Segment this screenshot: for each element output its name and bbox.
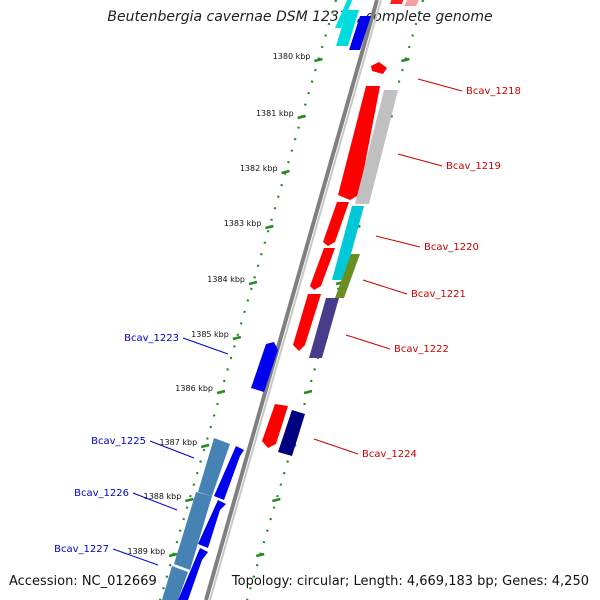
tick-label: 1386 kbp: [175, 384, 213, 393]
tick-group: 1380 kbp 1381 kbp 1382 kbp 1383 kbp 1384 kbp…: [127, 52, 410, 558]
leader-line: [362, 279, 408, 295]
gene-label-bcav-1223[interactable]: Bcav_1223: [124, 333, 229, 355]
tick-mark-right: [401, 57, 410, 63]
tick-mark-left: [232, 335, 242, 341]
tick-label: 1388 kbp: [144, 492, 182, 501]
gene-partial-cyan-2: [336, 10, 359, 46]
tick-mark-right: [272, 497, 281, 503]
gene-bcav-1227-blue: [178, 548, 208, 600]
tick-mark-left: [297, 114, 306, 120]
leader-line: [417, 78, 463, 92]
gene-feature-gray: [355, 90, 398, 204]
tick-mark-left: [314, 57, 323, 63]
gene-label-text[interactable]: Bcav_1226: [74, 488, 129, 499]
gene-bcav-1220-shape: [323, 202, 349, 246]
gene-label-text[interactable]: Bcav_1222: [394, 344, 449, 355]
tick-label: 1387 kbp: [159, 438, 197, 447]
leader-line: [397, 153, 443, 167]
tick-label: 1389 kbp: [127, 547, 165, 556]
leader-line: [375, 235, 421, 248]
gene-partial-cyan: [335, 0, 353, 28]
leader-line: [112, 548, 159, 566]
tick-mark-left: [216, 389, 226, 395]
leader-line: [132, 492, 178, 511]
tick-mark-right: [303, 389, 313, 395]
gene-bcav-1219-shape: [338, 86, 380, 200]
tick-mark-left: [248, 280, 258, 286]
ruler-dots-left: [158, 0, 338, 600]
tick-mark-left: [265, 224, 274, 230]
tick-mark-left: [168, 552, 178, 558]
gene-label-text[interactable]: Bcav_1225: [91, 436, 146, 447]
tick-label: 1383 kbp: [224, 219, 262, 228]
gene-bcav-1226-blue: [198, 500, 226, 548]
gene-partial-pink-top: [404, 0, 419, 6]
gene-label-text[interactable]: Bcav_1220: [424, 242, 479, 253]
gene-feature-olive: [335, 254, 360, 298]
accession-text: Accession: NC_012669: [9, 574, 157, 589]
gene-label-bcav-1218[interactable]: Bcav_1218: [417, 78, 521, 97]
genome-backbone-shadow: [209, 0, 382, 600]
gene-label-text[interactable]: Bcav_1227: [54, 544, 109, 555]
leader-line: [313, 438, 359, 455]
gene-label-bcav-1226[interactable]: Bcav_1226: [74, 488, 178, 511]
gene-bcav-1226-shape: [174, 492, 212, 570]
leader-line: [345, 334, 391, 350]
tick-label: 1381 kbp: [256, 109, 294, 118]
map-title: Beutenbergia cavernae DSM 12333, complet…: [107, 9, 493, 25]
gene-bcav-1225-blue: [214, 446, 244, 500]
leader-line: [182, 337, 229, 355]
gene-label-bcav-1227[interactable]: Bcav_1227: [54, 544, 159, 566]
tick-1388: 1388 kbp: [144, 492, 281, 503]
gene-label-bcav-1221[interactable]: Bcav_1221: [362, 279, 466, 300]
tick-label: 1380 kbp: [273, 52, 311, 61]
gene-label-text[interactable]: Bcav_1219: [446, 161, 501, 172]
leader-line: [149, 440, 195, 459]
tick-label: 1382 kbp: [240, 164, 278, 173]
gene-bcav-1224-shape: [262, 404, 288, 448]
gene-partial-blue: [349, 16, 371, 50]
gene-bcav-1225-shape: [198, 438, 230, 496]
gene-bcav-1222-shape: [293, 294, 321, 351]
tick-label: 1385 kbp: [191, 330, 229, 339]
gene-feature-slate: [309, 298, 339, 358]
gene-feature-cyan: [332, 206, 364, 280]
gene-label-bcav-1222[interactable]: Bcav_1222: [345, 334, 449, 355]
gene-feature-navy: [278, 410, 305, 456]
tick-mark-right: [255, 552, 265, 558]
tick-mark-left: [200, 443, 210, 449]
tick-mark-left: [281, 169, 290, 175]
tick-label: 1384 kbp: [207, 275, 245, 284]
tick-mark-left: [185, 497, 194, 503]
tick-1380: 1380 kbp: [273, 52, 410, 63]
genome-backbone: [204, 0, 379, 600]
gene-label-bcav-1219[interactable]: Bcav_1219: [397, 153, 501, 172]
gene-bcav-1218-shape: [371, 62, 387, 74]
topology-summary: Topology: circular; Length: 4,669,183 bp…: [231, 574, 589, 589]
gene-partial-red-top: [390, 0, 404, 4]
gene-label-text[interactable]: Bcav_1218: [466, 86, 521, 97]
gene-label-text[interactable]: Bcav_1221: [411, 289, 466, 300]
tick-1386: 1386 kbp: [175, 384, 313, 395]
gene-label-group: Bcav_1218 Bcav_1219 Bcav_1220 Bcav_1221 Bcav…: [54, 78, 521, 566]
tick-1389: 1389 kbp: [127, 547, 265, 558]
gene-label-bcav-1225[interactable]: Bcav_1225: [91, 436, 195, 459]
gene-bcav-1227-shape: [162, 566, 188, 600]
gene-bcav-1223-shape: [251, 342, 278, 392]
gene-label-text[interactable]: Bcav_1223: [124, 333, 179, 344]
gene-bcav-1221-shape: [310, 248, 335, 290]
gene-label-text[interactable]: Bcav_1224: [362, 449, 417, 460]
gene-label-bcav-1224[interactable]: Bcav_1224: [313, 438, 417, 460]
gene-label-bcav-1220[interactable]: Bcav_1220: [375, 235, 479, 253]
